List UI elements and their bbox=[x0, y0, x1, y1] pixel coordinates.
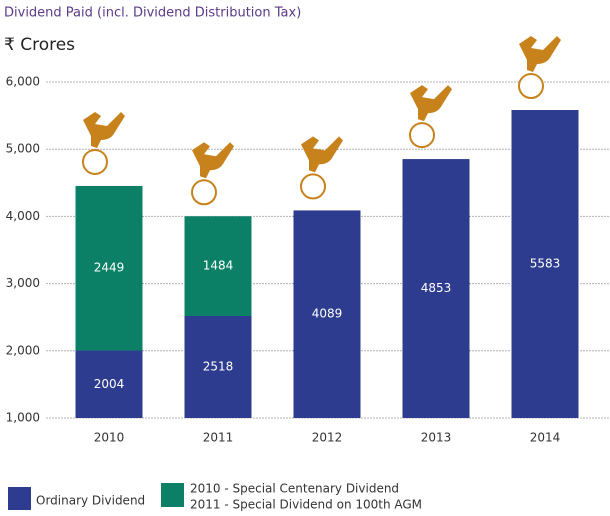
legend-swatch bbox=[8, 487, 31, 510]
y-tick-label: 4,000 bbox=[6, 209, 40, 223]
bar bbox=[184, 216, 252, 316]
coin-icon bbox=[300, 173, 326, 200]
y-tick-label: 2,000 bbox=[6, 343, 40, 357]
data-label: 1484 bbox=[203, 259, 234, 273]
coin-icon bbox=[518, 73, 544, 100]
data-label: 4089 bbox=[312, 307, 343, 321]
bar bbox=[184, 315, 252, 418]
data-label: 2449 bbox=[94, 261, 125, 275]
y-tick-label: 1,000 bbox=[6, 411, 40, 425]
hand-icon bbox=[410, 85, 452, 122]
legend-label: Ordinary Dividend bbox=[36, 494, 145, 508]
coin-icon bbox=[191, 179, 217, 206]
y-tick-label: 6,000 bbox=[6, 75, 40, 89]
hand-icon bbox=[519, 36, 561, 73]
coin-icon bbox=[409, 122, 435, 149]
y-axis-label: ₹ Crores bbox=[4, 35, 75, 55]
hand-icon bbox=[301, 136, 343, 173]
bar bbox=[402, 159, 470, 418]
coin-icon bbox=[82, 148, 108, 175]
bar bbox=[75, 350, 143, 418]
y-tick-label: 5,000 bbox=[6, 142, 40, 156]
bar bbox=[75, 185, 143, 351]
data-label: 2518 bbox=[203, 359, 234, 373]
data-label: 5583 bbox=[530, 257, 561, 271]
hand-icon bbox=[83, 111, 125, 148]
legend-swatch bbox=[161, 483, 184, 507]
x-tick-label: 2012 bbox=[312, 431, 343, 445]
data-label: 4853 bbox=[421, 281, 452, 295]
legend-label: 2011 - Special Dividend on 100th AGM bbox=[190, 498, 422, 512]
bar bbox=[511, 110, 579, 418]
legend-label: 2010 - Special Centenary Dividend bbox=[190, 482, 399, 496]
bar bbox=[293, 210, 361, 418]
x-tick-label: 2011 bbox=[203, 431, 234, 445]
x-tick-label: 2013 bbox=[421, 431, 452, 445]
x-tick-label: 2014 bbox=[530, 431, 561, 445]
hand-icon bbox=[192, 142, 234, 179]
chart-title: Dividend Paid (incl. Dividend Distributi… bbox=[4, 6, 301, 21]
x-tick-label: 2010 bbox=[94, 431, 125, 445]
y-tick-label: 3,000 bbox=[6, 276, 40, 290]
data-label: 2004 bbox=[94, 377, 125, 391]
